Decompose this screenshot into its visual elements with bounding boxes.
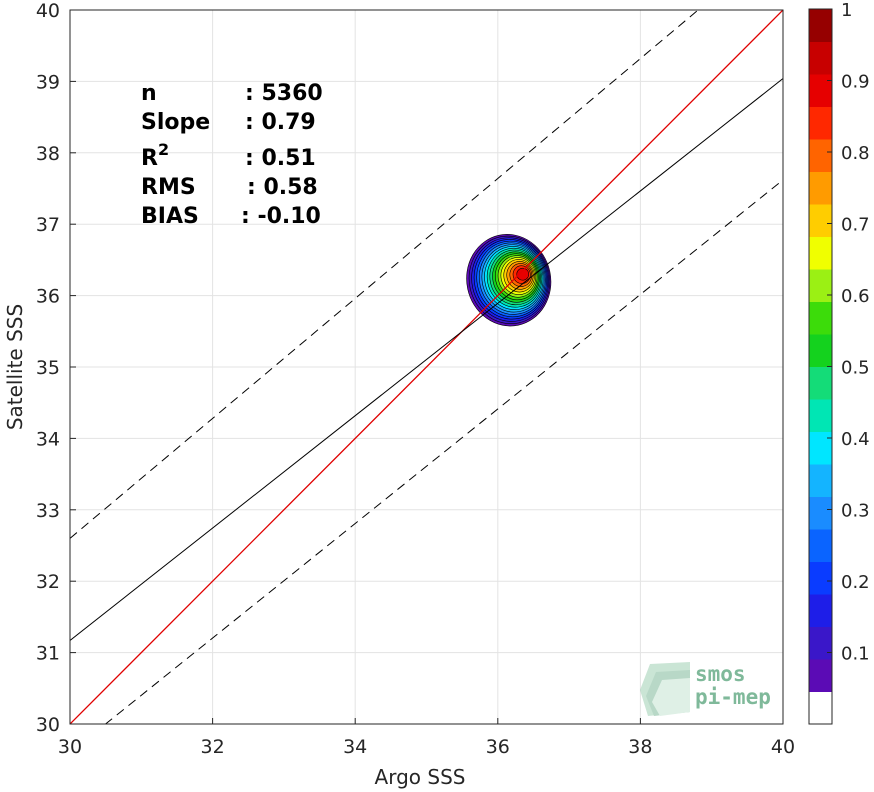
y-tick-label: 31	[36, 643, 60, 665]
smos-pi-mep-logo: smos pi-mep	[640, 662, 771, 716]
y-tick-label: 30	[36, 714, 60, 736]
colorbar-segment	[809, 139, 832, 172]
colorbar-segment	[809, 171, 832, 205]
y-tick-label: 36	[36, 286, 60, 308]
stat-label: n	[141, 81, 157, 106]
series-line	[70, 78, 783, 641]
stat-label: Slope	[141, 110, 210, 135]
y-tick-label: 33	[36, 500, 60, 522]
stat-label: BIAS	[141, 204, 199, 229]
colorbar-segment	[809, 529, 832, 562]
colorbar-segment	[809, 464, 832, 497]
stats-box: n : 5360 Slope : 0.79 R2 : 0.51 RMS : 0.58 BIAS:…	[141, 81, 323, 229]
stat-label: RMS	[141, 175, 196, 200]
logo-line2: pi-mep	[695, 685, 771, 709]
y-tick-label: 37	[36, 214, 60, 236]
colorbar-segment	[809, 366, 832, 400]
stat-value: : 0.58	[247, 175, 318, 200]
stat-value: : 0.79	[245, 110, 316, 135]
colorbar-segment	[809, 399, 832, 432]
logo-line1: smos	[695, 662, 746, 686]
stat-value: : 0.51	[245, 146, 316, 171]
y-axis: 30 31 32 33 34 35 36 37 38 39 40	[36, 0, 76, 736]
colorbar-segment	[809, 269, 832, 302]
logo-wave-icon	[640, 662, 690, 716]
colorbar-segment	[809, 561, 832, 595]
colorbar-segment	[809, 594, 832, 627]
x-tick-label: 36	[486, 736, 510, 758]
x-axis: 30 32 34 36 38 40	[58, 718, 795, 758]
y-axis-label: Satellite SSS	[3, 304, 27, 430]
x-tick-label: 32	[201, 736, 225, 758]
colorbar-segment	[809, 9, 832, 42]
x-axis-label: Argo SSS	[375, 765, 466, 789]
y-tick-label: 32	[36, 571, 60, 593]
colorbar-tick-label: 0.6	[841, 286, 870, 307]
series-line	[70, 10, 783, 724]
colorbar-segment	[809, 236, 832, 270]
x-tick-label: 40	[771, 736, 795, 758]
reference-lines	[70, 10, 783, 724]
colorbar-segment	[809, 431, 832, 465]
colorbar-segment	[809, 74, 832, 107]
colorbar-tick-label: 0.1	[841, 644, 870, 665]
colorbar-tick-label: 0.5	[841, 358, 870, 379]
colorbar-tick-label: 1	[841, 0, 852, 21]
series-line	[104, 179, 783, 724]
colorbar-segment	[809, 659, 832, 692]
colorbar-segment	[809, 41, 832, 75]
y-tick-label: 39	[36, 71, 60, 93]
x-tick-label: 30	[58, 736, 82, 758]
x-tick-label: 34	[343, 736, 367, 758]
colorbar-tick-label: 0.8	[841, 143, 870, 164]
colorbar-segment	[809, 691, 832, 725]
colorbar-segment	[809, 301, 832, 335]
colorbar-tick-label: 0.3	[841, 501, 870, 522]
stat-label: R2	[141, 140, 169, 171]
colorbar-segment	[809, 334, 832, 367]
series-line	[70, 10, 699, 539]
colorbar-segment	[809, 626, 832, 660]
contour-level	[516, 267, 530, 281]
x-tick-label: 38	[628, 736, 652, 758]
y-tick-label: 38	[36, 143, 60, 165]
y-tick-label: 40	[36, 0, 60, 22]
y-tick-label: 35	[36, 357, 60, 379]
colorbar-tick-label: 0.9	[841, 72, 870, 93]
colorbar-tick-label: 0.2	[841, 572, 870, 593]
colorbar-segment	[809, 204, 832, 237]
colorbar-tick-label: 0.7	[841, 215, 870, 236]
stat-value: : 5360	[245, 81, 323, 106]
y-tick-label: 34	[36, 428, 60, 450]
grid	[69, 9, 784, 725]
stat-value: : -0.10	[241, 204, 321, 229]
density-contours	[466, 234, 552, 327]
colorbar-tick-label: 0.4	[841, 429, 870, 450]
colorbar: 0.1 0.2 0.3 0.4 0.5 0.6 0.7 0.8 0.9 1	[808, 0, 870, 725]
colorbar-segment	[809, 106, 832, 140]
colorbar-segment	[809, 496, 832, 530]
